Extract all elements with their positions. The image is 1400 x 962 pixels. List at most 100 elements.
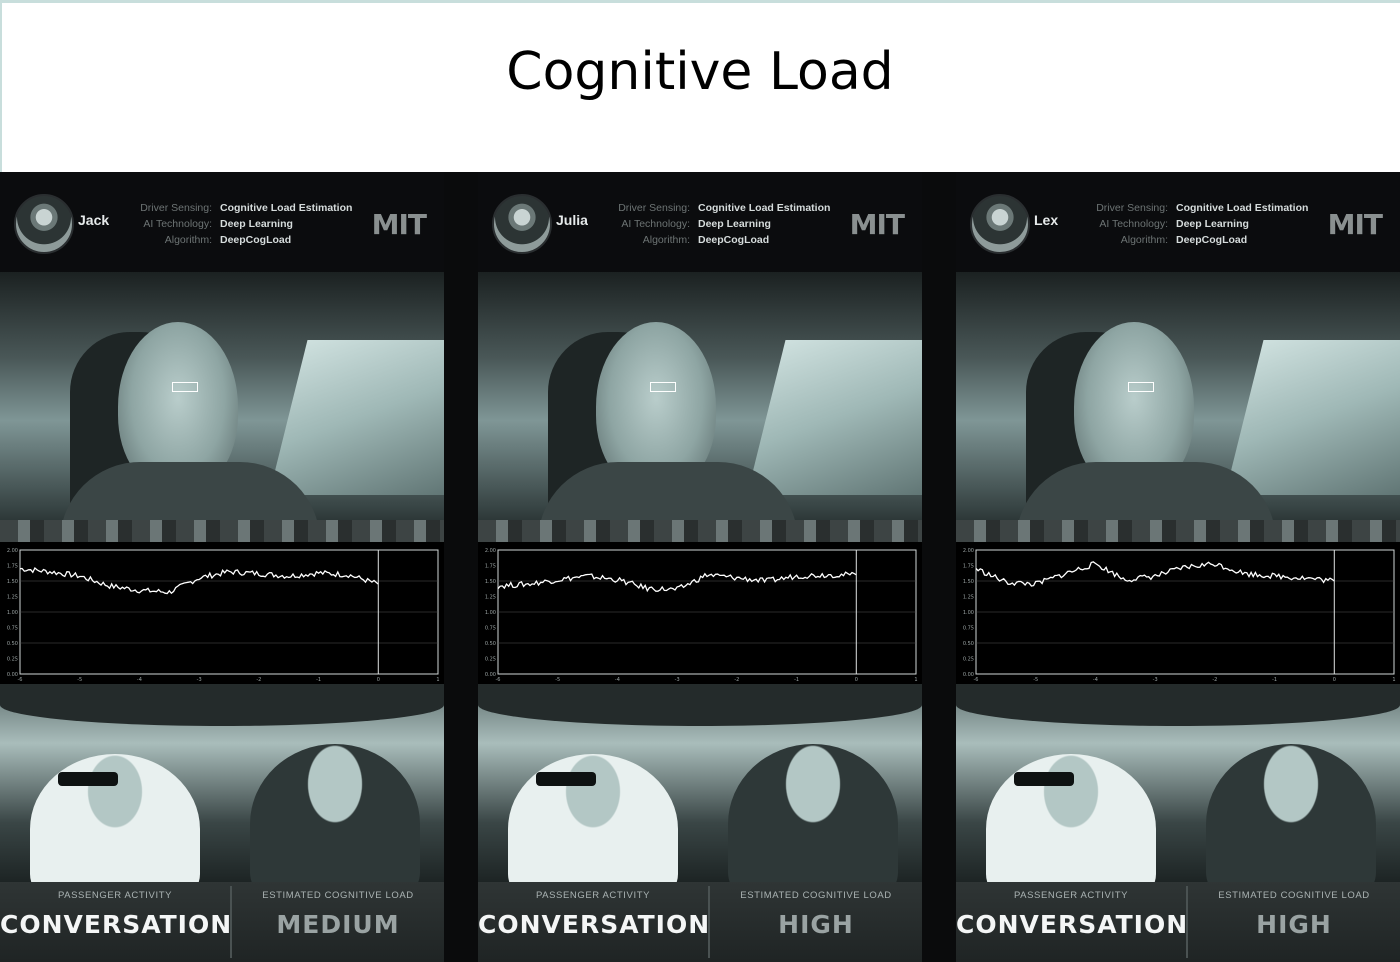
status-bar: PASSENGER ACTIVITY CONVERSATION ESTIMATE…: [956, 882, 1400, 962]
y-tick-label: 0.50: [963, 641, 974, 647]
driver-panel-lex: Lex Driver Sensing: Cognitive Load Estima…: [956, 172, 1400, 962]
cabin-camera-view: [0, 684, 444, 882]
driver-torso: [60, 462, 320, 520]
x-tick-label: 0: [377, 677, 380, 683]
eye-tracking-box: [650, 382, 676, 392]
sensing-label: Driver Sensing:: [140, 202, 212, 214]
x-tick-label: -5: [555, 677, 560, 683]
algorithm-label: Algorithm:: [1120, 234, 1168, 246]
cognitive-load-label: ESTIMATED COGNITIVE LOAD: [262, 890, 414, 901]
sensing-value: Cognitive Load Estimation: [220, 202, 353, 214]
cognitive-load-line: [497, 571, 857, 593]
driver-torso: [1016, 462, 1276, 520]
driver-name: Lex: [1034, 212, 1059, 228]
y-tick-label: 0.50: [7, 641, 18, 647]
x-tick-label: -2: [256, 677, 261, 683]
y-tick-label: 0.00: [7, 672, 18, 678]
driver-camera-view: [0, 272, 444, 520]
status-bar: PASSENGER ACTIVITY CONVERSATION ESTIMATE…: [0, 882, 444, 962]
car-window: [747, 340, 922, 495]
x-tick-label: -1: [794, 677, 799, 683]
passenger-activity-label: PASSENGER ACTIVITY: [535, 890, 651, 901]
passenger-activity-label: PASSENGER ACTIVITY: [1013, 890, 1129, 901]
y-tick-label: 0.75: [7, 626, 18, 632]
y-tick-label: 0.25: [7, 657, 18, 663]
sensing-label: Driver Sensing:: [618, 202, 690, 214]
driver-name: Jack: [78, 212, 110, 228]
eye-region-filmstrip: [0, 520, 444, 542]
cognitive-load-chart: 2.00 1.75 1.50 1.25 1.00 0.75 0.50 0.25 0.00 -6 -5…: [0, 542, 444, 684]
y-tick-label: 0.00: [963, 672, 974, 678]
y-tick-label: 1.50: [963, 579, 974, 585]
y-tick-label: 1.50: [7, 579, 18, 585]
chart-svg: 2.00 1.75 1.50 1.25 1.00 0.75 0.50 0.25 0.00-6 -5…: [7, 548, 440, 683]
x-tick-label: 1: [1392, 677, 1395, 683]
y-tick-label: 0.00: [485, 672, 496, 678]
x-tick-label: 1: [436, 677, 439, 683]
x-tick-label: -4: [1093, 677, 1098, 683]
x-tick-label: -6: [974, 677, 979, 683]
y-tick-label: 1.00: [485, 610, 496, 616]
panel-header: Lex Driver Sensing: Cognitive Load Estima…: [956, 172, 1400, 272]
car-window: [1225, 340, 1400, 495]
car-roof: [956, 684, 1400, 726]
cognitive-load-chart: 2.00 1.75 1.50 1.25 1.00 0.75 0.50 0.25 0.00 -6 -5…: [956, 542, 1400, 684]
sunglasses: [58, 772, 118, 786]
chart-svg: 2.00 1.75 1.50 1.25 1.00 0.75 0.50 0.25 0.00-6 -5…: [485, 548, 918, 683]
technology-label: AI Technology:: [143, 218, 212, 230]
meta-info: Driver Sensing: Cognitive Load Estimation…: [100, 200, 352, 248]
car-roof: [0, 684, 444, 726]
driver-name: Julia: [556, 212, 588, 228]
status-bar: PASSENGER ACTIVITY CONVERSATION ESTIMATE…: [478, 882, 922, 962]
algorithm-label: Algorithm:: [642, 234, 690, 246]
x-tick-label: -4: [615, 677, 620, 683]
x-tick-label: 0: [855, 677, 858, 683]
y-tick-label: 1.25: [485, 595, 496, 601]
driver-figure: [1206, 744, 1376, 882]
x-tick-label: -2: [734, 677, 739, 683]
driver-camera-view: [478, 272, 922, 520]
sensing-value: Cognitive Load Estimation: [698, 202, 831, 214]
y-tick-label: 1.75: [485, 564, 496, 570]
cabin-camera-view: [478, 684, 922, 882]
technology-value: Deep Learning: [698, 218, 771, 230]
meta-info: Driver Sensing: Cognitive Load Estimation…: [578, 200, 830, 248]
technology-label: AI Technology:: [1099, 218, 1168, 230]
x-tick-label: -6: [18, 677, 23, 683]
y-tick-label: 1.50: [485, 579, 496, 585]
x-tick-label: -6: [496, 677, 501, 683]
cognitive-load-label: ESTIMATED COGNITIVE LOAD: [740, 890, 892, 901]
mit-logo: MIT: [849, 208, 905, 241]
x-tick-label: 0: [1333, 677, 1336, 683]
driver-camera-view: [956, 272, 1400, 520]
y-tick-label: 1.75: [963, 564, 974, 570]
cognitive-load-label: ESTIMATED COGNITIVE LOAD: [1218, 890, 1370, 901]
algorithm-value: DeepCogLoad: [220, 234, 292, 246]
left-border: [0, 0, 2, 172]
driver-avatar: [492, 194, 552, 254]
algorithm-value: DeepCogLoad: [698, 234, 770, 246]
driver-figure: [728, 744, 898, 882]
driver-torso: [538, 462, 798, 520]
status-divider: [230, 886, 232, 958]
driver-figure: [250, 744, 420, 882]
y-tick-label: 0.75: [485, 626, 496, 632]
cognitive-load-value: HIGH: [778, 910, 854, 939]
y-tick-label: 1.75: [7, 564, 18, 570]
top-border: [0, 0, 1400, 3]
cognitive-load-value: MEDIUM: [276, 910, 400, 939]
passenger-activity-value: CONVERSATION: [0, 910, 233, 939]
y-tick-label: 1.25: [963, 595, 974, 601]
cognitive-load-line: [19, 566, 379, 595]
algorithm-value: DeepCogLoad: [1176, 234, 1248, 246]
x-tick-label: -2: [1212, 677, 1217, 683]
cabin-camera-view: [956, 684, 1400, 882]
slide-title: Cognitive Load: [506, 42, 894, 102]
algorithm-label: Algorithm:: [164, 234, 212, 246]
eye-region-filmstrip: [956, 520, 1400, 542]
eye-region-filmstrip: [478, 520, 922, 542]
y-tick-label: 0.25: [485, 657, 496, 663]
status-divider: [1186, 886, 1188, 958]
cognitive-load-line: [975, 561, 1335, 587]
car-roof: [478, 684, 922, 726]
